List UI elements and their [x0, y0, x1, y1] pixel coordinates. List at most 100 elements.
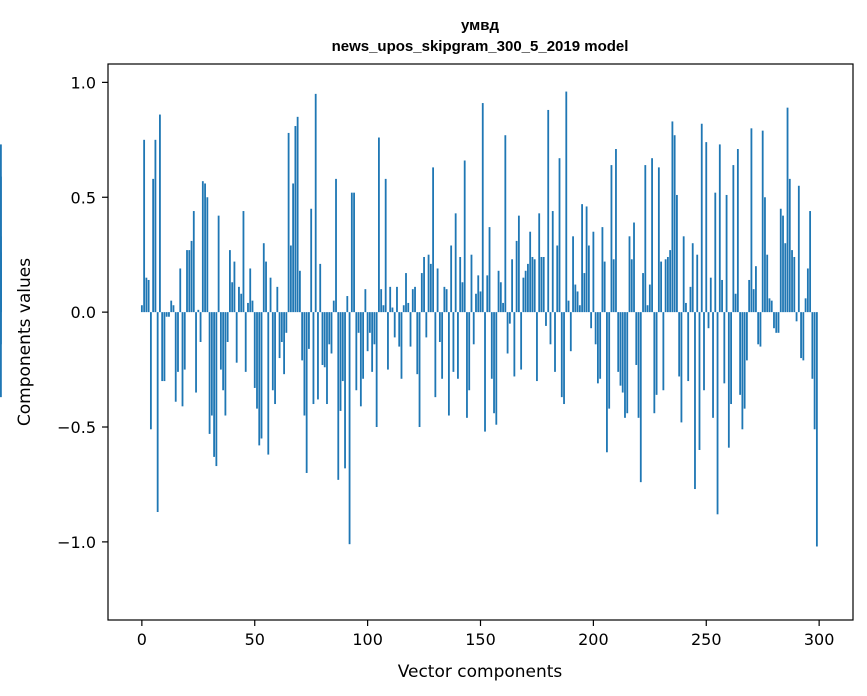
- bar-248: [700, 123, 703, 313]
- bar-46: [244, 312, 247, 372]
- bar-210: [615, 149, 617, 313]
- bar-92: [348, 312, 351, 545]
- bar-298: [813, 312, 816, 430]
- bar-143: [463, 160, 466, 313]
- bar-247: [698, 312, 701, 450]
- bar-222: [642, 273, 644, 313]
- bar-159: [499, 282, 502, 313]
- bar-102: [371, 312, 374, 372]
- bar-295: [806, 268, 809, 313]
- bar-214: [624, 312, 626, 418]
- bar-97: [359, 312, 362, 407]
- bar-201: [594, 312, 597, 345]
- bar-257: [721, 279, 723, 313]
- bar-168: [520, 312, 523, 370]
- bar-76: [312, 312, 315, 405]
- bar-182: [551, 211, 554, 313]
- bar-40: [231, 282, 234, 313]
- bar-96: [357, 312, 360, 333]
- bar-51: [256, 312, 258, 409]
- bar-272: [755, 266, 757, 313]
- x-tick-label-150: 150: [465, 630, 496, 649]
- bar-211: [617, 312, 620, 372]
- bar-279: [770, 300, 773, 313]
- bar-299: [815, 312, 818, 547]
- bar-128: [429, 263, 432, 313]
- bar-98: [362, 312, 365, 379]
- bar-178: [542, 256, 545, 313]
- bar-186: [560, 312, 563, 398]
- bar-105: [378, 137, 380, 313]
- bar-19: [183, 312, 186, 370]
- bar-125: [423, 256, 425, 313]
- bar-84: [330, 312, 333, 354]
- bar-269: [748, 279, 751, 313]
- bar-undefined: [0, 144, 2, 313]
- bar-103: [373, 312, 376, 345]
- bar-64: [285, 312, 288, 333]
- bar-164: [511, 259, 514, 313]
- bar-230: [660, 261, 663, 313]
- bar-53: [260, 312, 263, 439]
- bar-174: [533, 259, 536, 313]
- bar-245: [694, 312, 696, 490]
- bar-187: [563, 312, 565, 405]
- x-axis-ticks: 0 50 100 150 200 250 300: [137, 620, 834, 649]
- bar-208: [610, 165, 613, 313]
- y-tick-label-0: −1.0: [57, 533, 96, 552]
- bar-55: [265, 261, 267, 313]
- bar-251: [707, 312, 710, 329]
- bar-145: [468, 312, 471, 391]
- bar-4: [149, 312, 152, 430]
- bar-75: [310, 208, 313, 313]
- bar-10: [163, 312, 166, 382]
- bar-184: [556, 245, 559, 313]
- bar-83: [328, 312, 331, 345]
- bar-142: [461, 282, 464, 313]
- bar-135: [445, 289, 448, 313]
- bar-261: [730, 312, 732, 405]
- bar-34: [217, 215, 220, 313]
- bar-154: [488, 227, 491, 313]
- bar-2: [145, 277, 148, 313]
- bar-263: [734, 293, 737, 313]
- bar-226: [651, 158, 653, 313]
- bar-107: [382, 305, 385, 313]
- bar-162: [506, 312, 509, 354]
- bar-12: [168, 312, 170, 317]
- bar-160: [502, 302, 504, 313]
- bar-45: [242, 211, 245, 313]
- bar-221: [639, 312, 642, 483]
- bar-70: [298, 270, 301, 313]
- bar-157: [495, 312, 498, 425]
- bar-146: [470, 254, 473, 313]
- bar-82: [326, 312, 328, 405]
- bar-274: [759, 312, 762, 347]
- bar-212: [619, 312, 622, 386]
- bar-283: [779, 208, 782, 313]
- bar-220: [637, 312, 640, 418]
- chart-subtitle: news_upos_skipgram_300_5_2019 model: [332, 38, 629, 55]
- bar-66: [289, 245, 292, 313]
- bar-117: [405, 273, 407, 313]
- bar-129: [432, 167, 434, 313]
- bar-285: [784, 243, 787, 313]
- bar-232: [664, 259, 667, 313]
- bar-47: [247, 302, 249, 313]
- bar-120: [411, 289, 414, 313]
- bar-116: [402, 305, 405, 313]
- bar-148: [475, 293, 477, 313]
- bar-277: [766, 254, 769, 313]
- bar-37: [224, 312, 227, 416]
- bar-87: [337, 312, 340, 480]
- bar-23: [192, 211, 195, 313]
- bar-197: [585, 206, 588, 313]
- bar-17: [179, 268, 182, 313]
- bar-176: [538, 213, 541, 313]
- bar-31: [210, 312, 213, 416]
- bar-273: [757, 312, 760, 345]
- bar-67: [292, 183, 295, 313]
- bar-252: [709, 277, 712, 313]
- bar-33: [215, 312, 218, 467]
- bar-240: [682, 236, 685, 313]
